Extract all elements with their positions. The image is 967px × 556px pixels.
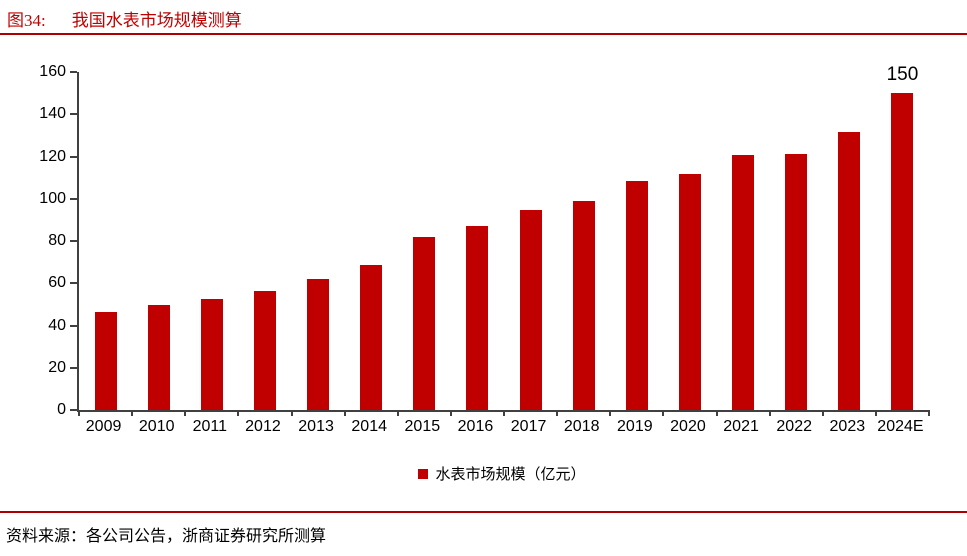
legend-label: 水表市场规模（亿元） [435,467,586,483]
y-axis-tick-label: 140 [39,105,66,123]
bar-2022 [785,154,808,410]
x-axis-tick [768,410,771,416]
x-axis-tick [874,410,877,416]
x-axis-labels: 2009 2010 2011 2012 2013 2014 2015 2016 2017 2018… [77,418,927,436]
x-axis-tick [715,410,718,416]
x-axis-tick [609,410,612,416]
bar-2023 [838,132,861,410]
chart-legend: 水表市场规模（亿元） [77,463,927,484]
x-axis-tick [184,410,187,416]
bar-slot [345,72,398,410]
y-axis-tick [70,282,77,285]
x-axis-tick-label: 2019 [617,418,653,435]
x-axis-tick [556,410,559,416]
x-axis-tick [78,410,80,416]
bar-slot [398,72,451,410]
bar-slot [238,72,291,410]
bar-2019 [625,180,648,410]
y-axis-tick [70,409,77,411]
y-axis-tick-label: 100 [39,189,66,207]
bar-slot [504,72,557,410]
bar-slot [663,72,716,410]
title-divider-rule [0,33,967,35]
x-axis-tick-label: 2018 [563,418,600,435]
x-axis-tick-label: 2014 [351,418,387,435]
bar-2012 [253,290,276,410]
figure-title-text: 我国水表市场规模测算 [71,11,242,30]
y-axis-tick [70,71,77,73]
y-axis-tick-label: 0 [57,401,66,418]
y-axis-tick [70,113,77,116]
bar-2020 [678,174,701,410]
y-axis-tick [70,155,77,158]
x-axis-tick-label: 2022 [776,418,812,435]
bar-slot [717,72,770,410]
y-axis-tick-label: 20 [48,358,66,376]
bar-slot [451,72,504,410]
x-axis-tick-label: 2021 [723,418,759,435]
y-axis-tick-label: 80 [48,232,66,249]
bar-slot: 150 [876,64,929,410]
bar-2015 [413,236,436,410]
x-axis-tick-label: 2012 [245,418,281,435]
x-axis-tick [290,410,293,416]
y-axis-tick-label: 120 [39,147,66,165]
bar-slot [610,72,663,410]
x-axis-tick-label: 2011 [192,418,228,435]
bar-slot [185,72,238,410]
bar-data-label: 150 [886,64,919,86]
x-axis-tick [343,410,346,416]
y-axis-tick-label: 60 [48,274,66,292]
bar-2009 [94,311,117,410]
legend-swatch-icon [418,468,429,479]
x-axis-tick [396,410,399,416]
x-axis-tick-label: 2009 [85,418,122,435]
bar-slot [770,72,823,410]
x-axis-tick-label: 2015 [404,418,441,435]
x-axis-tick [449,410,452,416]
source-note: 资料来源：各公司公告，浙商证券研究所测算 [6,528,327,545]
x-axis-tick [928,410,930,416]
bar-2011 [200,299,223,410]
footer-divider-rule [0,511,967,513]
x-axis-tick [237,410,240,416]
bar-slot [132,72,185,410]
bar-series: 150 [79,64,929,410]
bar-2014 [360,265,383,410]
bar-slot [557,72,610,410]
bar-2013 [307,279,330,410]
x-axis-tick-label: 2010 [138,418,175,435]
x-axis-tick-label: 2023 [829,418,866,435]
bar-slot [823,72,876,410]
x-axis-tick-label: 2013 [298,418,334,435]
bar-slot [79,72,132,410]
y-axis-tick [70,240,77,242]
x-axis-tick-label: 2017 [510,418,547,435]
bar-2017 [519,210,542,410]
bar-slot [292,72,345,410]
figure-number-label: 图34: [7,11,46,30]
bar-2018 [572,200,595,410]
x-axis-tick-label: 2016 [457,418,494,435]
bar-2016 [466,226,489,410]
y-axis-tick-label: 40 [48,316,66,334]
y-axis-tick [70,324,77,327]
x-axis-tick-label: 2020 [670,418,706,435]
x-axis-tick [503,410,505,416]
x-axis-tick [131,410,134,416]
x-axis-tick [821,410,824,416]
bar-2021 [732,155,755,410]
bar-2010 [147,305,170,410]
bar-chart-plot-area: 150 0 20 40 60 80 100 120 140 160 [39,63,930,418]
y-axis-tick-label: 160 [39,63,66,80]
bar-2024E [891,93,914,410]
figure-title: 图34: 我国水表市场规模测算 [7,6,242,31]
y-axis-tick [70,366,77,369]
y-axis-tick [70,197,77,200]
x-axis-tick-label: 2024E [877,418,924,435]
x-axis-tick [662,410,665,416]
